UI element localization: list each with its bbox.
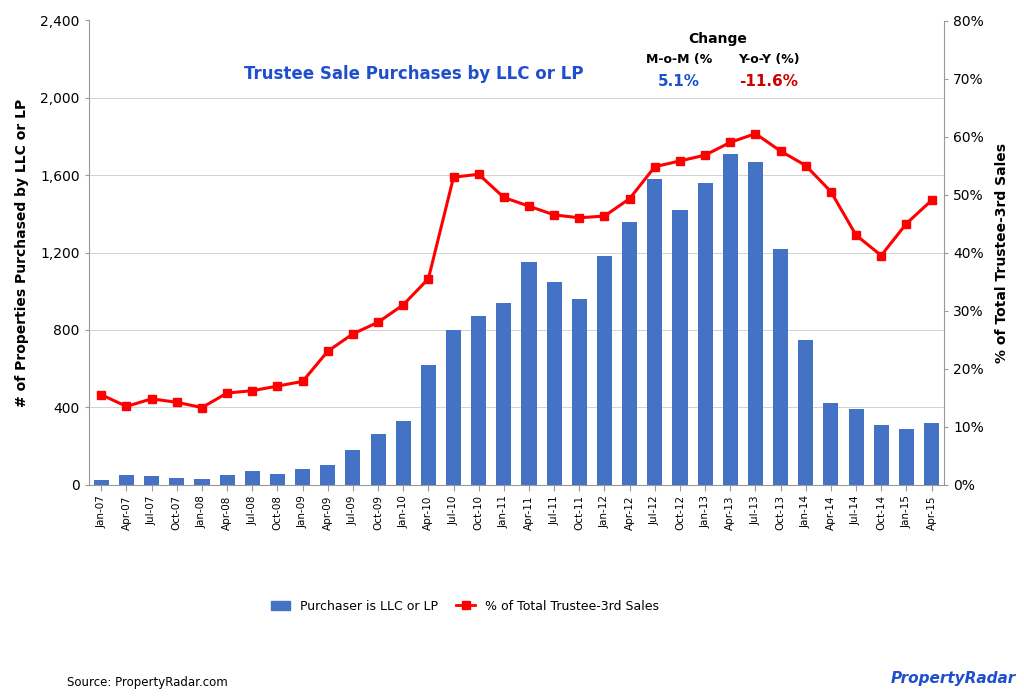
- Bar: [647, 179, 663, 484]
- Bar: [823, 404, 839, 484]
- Text: Change: Change: [688, 32, 746, 46]
- Bar: [673, 210, 687, 484]
- Bar: [270, 474, 285, 484]
- Bar: [395, 421, 411, 484]
- Text: PropertyRadar: PropertyRadar: [891, 670, 1016, 686]
- Bar: [421, 365, 436, 484]
- Bar: [521, 262, 537, 484]
- Y-axis label: # of Properties Purchased by LLC or LP: # of Properties Purchased by LLC or LP: [15, 98, 29, 406]
- Text: M-o-M (%: M-o-M (%: [646, 54, 712, 66]
- Bar: [497, 303, 511, 484]
- Legend: Purchaser is LLC or LP, % of Total Trustee-3rd Sales: Purchaser is LLC or LP, % of Total Trust…: [266, 594, 665, 618]
- Bar: [295, 469, 310, 484]
- Y-axis label: % of Total Trustee-3rd Sales: % of Total Trustee-3rd Sales: [995, 143, 1009, 363]
- Bar: [471, 317, 486, 484]
- Text: Y-o-Y (%): Y-o-Y (%): [738, 54, 800, 66]
- Bar: [169, 478, 184, 484]
- Bar: [245, 471, 260, 484]
- Bar: [195, 479, 210, 484]
- Bar: [547, 282, 562, 484]
- Bar: [345, 450, 360, 484]
- Bar: [623, 221, 637, 484]
- Bar: [697, 183, 713, 484]
- Bar: [371, 434, 386, 484]
- Bar: [798, 340, 813, 484]
- Bar: [144, 476, 159, 484]
- Bar: [219, 475, 234, 484]
- Bar: [446, 330, 461, 484]
- Bar: [899, 429, 914, 484]
- Text: Trustee Sale Purchases by LLC or LP: Trustee Sale Purchases by LLC or LP: [244, 65, 584, 83]
- Bar: [748, 161, 763, 484]
- Text: 5.1%: 5.1%: [658, 74, 700, 89]
- Bar: [321, 466, 335, 484]
- Bar: [849, 409, 863, 484]
- Bar: [597, 256, 612, 484]
- Text: -11.6%: -11.6%: [739, 74, 799, 89]
- Bar: [924, 422, 939, 484]
- Bar: [94, 480, 109, 484]
- Bar: [571, 299, 587, 484]
- Bar: [873, 425, 889, 484]
- Bar: [119, 475, 134, 484]
- Bar: [723, 154, 738, 484]
- Bar: [773, 248, 788, 484]
- Text: Source: PropertyRadar.com: Source: PropertyRadar.com: [67, 676, 227, 688]
